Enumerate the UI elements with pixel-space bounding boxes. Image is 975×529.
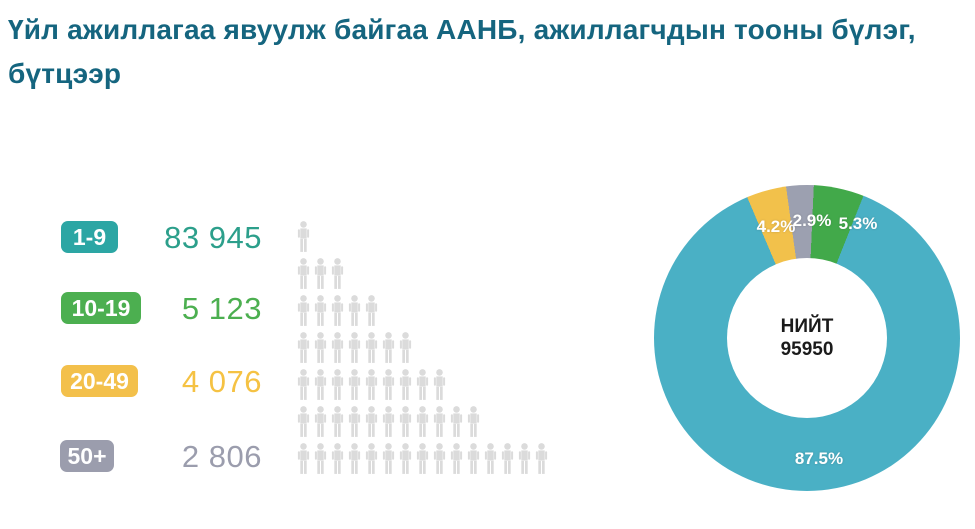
legend-badge-label: 10-19 xyxy=(71,294,131,321)
person-icon xyxy=(382,332,395,363)
person-icon xyxy=(501,443,514,474)
person-icon xyxy=(450,443,463,474)
person-icon xyxy=(382,406,395,437)
person-icon xyxy=(399,332,412,363)
person-icon xyxy=(331,369,344,400)
person-icon xyxy=(484,443,497,474)
person-icon xyxy=(382,369,395,400)
person-icon xyxy=(314,332,327,363)
person-icon xyxy=(297,258,310,289)
pictogram-row xyxy=(297,332,416,363)
person-icon xyxy=(348,295,361,326)
person-icon xyxy=(382,443,395,474)
person-icon xyxy=(348,443,361,474)
legend-badge-label: 20-49 xyxy=(70,367,129,394)
pictogram-row xyxy=(297,369,450,400)
person-icon xyxy=(518,443,531,474)
person-icon xyxy=(331,443,344,474)
person-icon xyxy=(297,332,310,363)
person-icon xyxy=(450,406,463,437)
person-icon xyxy=(297,369,310,400)
legend-value-20-49: 4 076 xyxy=(181,364,262,399)
pictogram-row xyxy=(297,295,382,326)
person-icon xyxy=(535,443,548,474)
person-icon xyxy=(416,443,429,474)
person-icon xyxy=(433,406,446,437)
person-icon xyxy=(331,258,344,289)
person-icon xyxy=(399,443,412,474)
pictogram-row xyxy=(297,406,484,437)
person-icon xyxy=(365,406,378,437)
legend-badge-label: 50+ xyxy=(67,442,107,469)
legend-value-10-19: 5 123 xyxy=(181,291,262,326)
slice-label-1-9: 87.5% xyxy=(794,449,844,468)
person-icon xyxy=(348,406,361,437)
person-icon xyxy=(297,406,310,437)
person-icon xyxy=(433,369,446,400)
pictogram-row xyxy=(297,443,552,474)
legend-value-1-9: 83 945 xyxy=(164,220,262,255)
person-icon xyxy=(365,369,378,400)
legend-value-50plus: 2 806 xyxy=(181,439,262,474)
person-icon xyxy=(314,295,327,326)
person-icon xyxy=(399,369,412,400)
person-icon xyxy=(365,443,378,474)
person-icon xyxy=(467,443,480,474)
person-icon xyxy=(297,221,310,252)
page-title: Үйл ажиллагаа явуулж байгаа ААНБ, ажилла… xyxy=(8,14,916,89)
donut-center-label: НИЙТ xyxy=(780,316,834,337)
donut-hole: НИЙТ 95950 xyxy=(727,258,887,418)
person-icon xyxy=(416,369,429,400)
slice-label-20-49: 4.2% xyxy=(756,217,796,236)
person-icon xyxy=(433,443,446,474)
legend-badge-10-19[interactable]: 10-19 xyxy=(61,292,141,324)
person-icon xyxy=(314,258,327,289)
legend-badge-50plus[interactable]: 50+ xyxy=(60,440,114,472)
pictogram-row xyxy=(297,258,348,289)
person-icon xyxy=(348,369,361,400)
legend-badge-20-49[interactable]: 20-49 xyxy=(61,365,138,397)
person-icon xyxy=(297,295,310,326)
donut-chart: 4.2% 2.9% 5.3% 87.5% НИЙТ 95950 xyxy=(654,185,960,491)
person-icon xyxy=(365,332,378,363)
person-icon xyxy=(331,406,344,437)
person-icon xyxy=(467,406,480,437)
pictogram-row xyxy=(297,221,314,252)
person-icon xyxy=(331,295,344,326)
legend-badge-1-9[interactable]: 1-9 xyxy=(61,221,118,253)
person-icon xyxy=(331,332,344,363)
person-icon xyxy=(365,295,378,326)
person-icon xyxy=(348,332,361,363)
person-icon xyxy=(314,406,327,437)
person-icon xyxy=(297,443,310,474)
donut-center-value: 95950 xyxy=(780,339,834,360)
slice-label-50plus: 2.9% xyxy=(792,211,832,230)
person-icon xyxy=(314,443,327,474)
person-icon xyxy=(399,406,412,437)
slice-label-10-19: 5.3% xyxy=(838,214,878,233)
person-icon xyxy=(314,369,327,400)
legend-badge-label: 1-9 xyxy=(72,223,107,250)
person-icon xyxy=(416,406,429,437)
